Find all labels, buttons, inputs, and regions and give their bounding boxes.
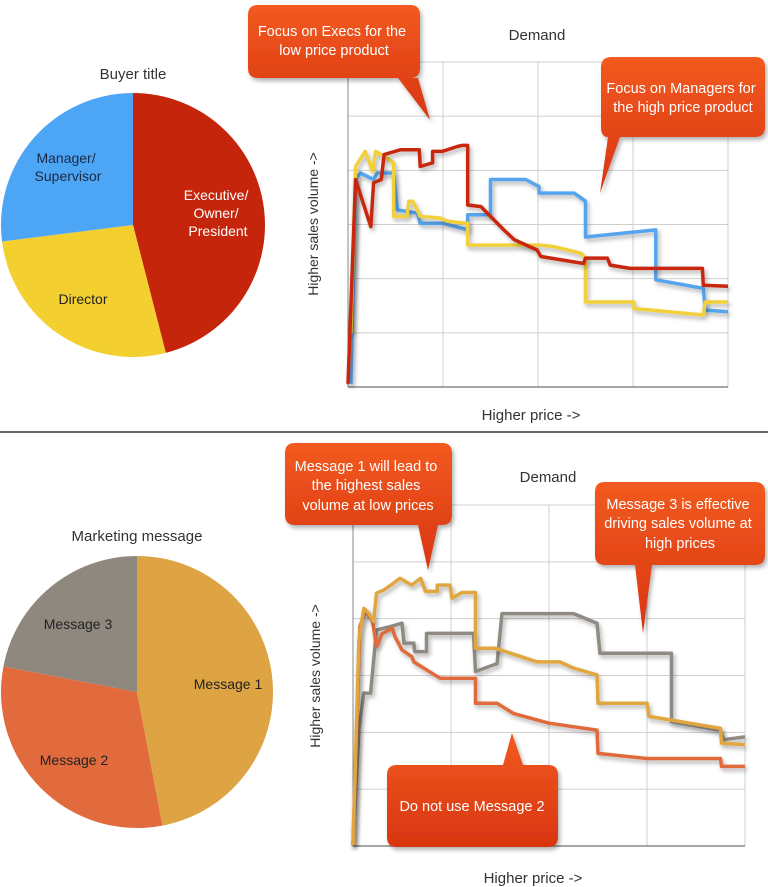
y-axis-label-top: Higher sales volume -> [305,152,321,296]
series-line-2 [351,608,745,845]
series-line-3 [351,576,746,845]
series-line-2 [349,149,728,334]
pie-slice-2 [0,666,163,828]
svg-text:Focus on Execs for the l: Focus on Execs for the low price product [258,24,410,59]
pie-title-buyer: Buyer title [100,66,167,83]
pie-marketing-message [0,556,274,828]
pie-slice-1 [137,556,274,826]
svg-text:Focus on Managers for th: Focus on Managers for the high price pro… [606,81,759,116]
callout-message-1: Message 1 will lead to the highest sales… [285,443,452,570]
line-title-top: Demand [509,27,566,44]
x-axis-label-top: Higher price -> [482,407,581,424]
pie-slice-2 [2,225,166,357]
callout-execs: Focus on Execs for the low price product [248,5,430,120]
svg-text:Message 1 will lead to t: Message 1 will lead to the highest sales… [295,459,442,514]
series-line-3 [346,143,729,384]
demand-chart-message [351,504,746,847]
pie-buyer-title [0,93,265,357]
svg-text:Message 3 is effective d: Message 3 is effective driving sales vol… [604,497,756,552]
pie-label-message-1: Message 1 [194,676,263,692]
pie-label-executive: Executive/ Owner/ President [184,187,252,239]
pie-title-marketing: Marketing message [72,528,203,545]
callout-message-3: Message 3 is effective driving sales vol… [595,482,765,633]
line-title-bottom: Demand [520,469,577,486]
callout-message-2: Do not use Message 2 [387,733,558,847]
pie-slice-1 [133,93,265,353]
x-axis-label-bottom: Higher price -> [484,870,583,887]
y-axis-label-bottom: Higher sales volume -> [307,604,323,748]
pie-label-director: Director [58,291,107,307]
callout-managers: Focus on Managers for the high price pro… [600,57,765,193]
pie-label-manager: Manager/ Supervisor [35,150,102,184]
pie-slice-3 [0,93,133,242]
pie-label-message-3: Message 3 [44,616,113,632]
svg-text:Do not use Message 2: Do not use Message 2 [399,799,544,815]
pie-label-message-2: Message 2 [40,752,109,768]
pie-slice-3 [3,556,137,692]
demand-chart-buyer [346,61,729,388]
